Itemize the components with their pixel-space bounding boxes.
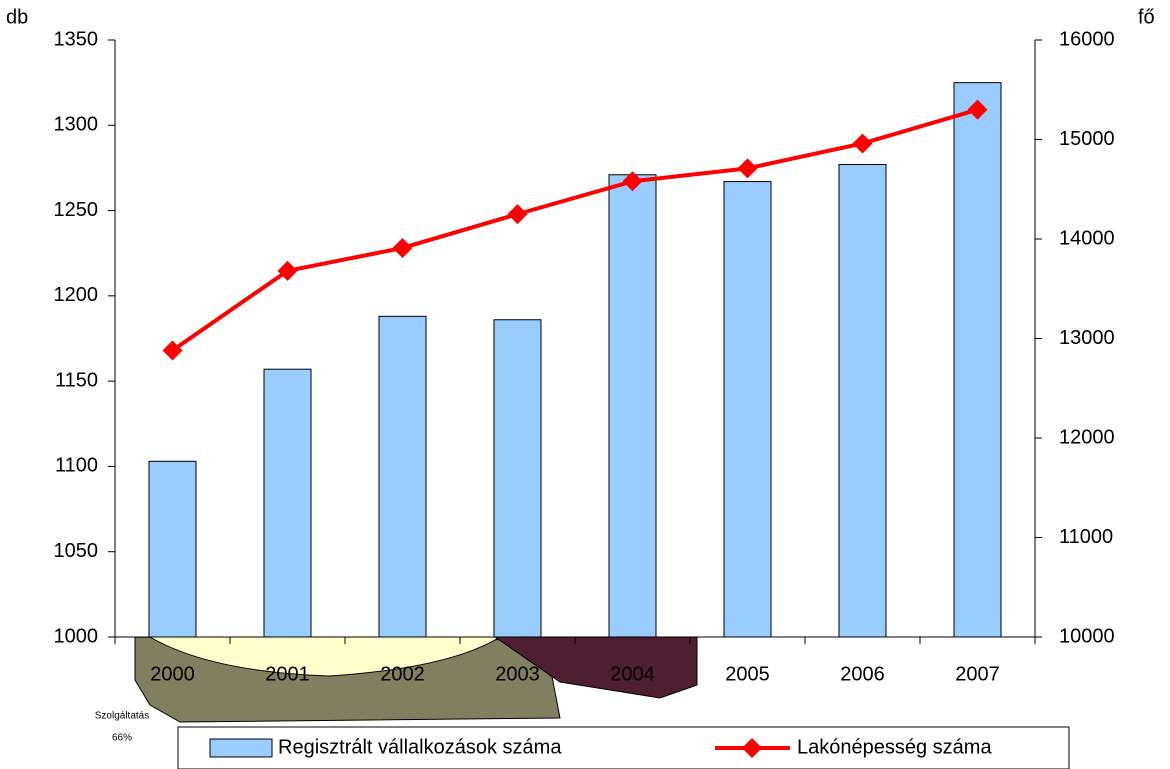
y-tick-label: 1100 [55,455,98,477]
line-marker [392,237,413,258]
bar [838,164,887,638]
legend-label: Regisztrált vállalkozások száma [278,736,562,758]
y-tick-label: 1300 [54,114,99,136]
bar [378,315,427,638]
y2-tick-label: 11000 [1059,526,1113,548]
y2-tick-label: 13000 [1059,327,1115,349]
y2-tick-label: 15000 [1059,128,1115,150]
line-marker [277,260,298,281]
annotation: Szolgáltatás [95,711,149,722]
bar [953,82,1002,638]
legend-swatch [209,738,273,758]
pie-fragment [148,636,502,677]
line-marker [852,133,873,154]
x-tick-label: 2007 [955,663,1000,685]
y-tick-label: 1000 [54,625,99,647]
y2-tick-label: 12000 [1059,426,1115,448]
x-tick-label: 2005 [725,663,770,685]
y-tick-label: 1200 [54,284,99,306]
y2-tick-label: 14000 [1059,227,1115,249]
x-tick-label: 2002 [380,663,425,685]
x-tick-label: 2001 [265,663,310,685]
y-tick-label: 1350 [54,28,99,50]
y2-tick-label: 10000 [1059,625,1115,647]
y2-tick-label: 16000 [1059,28,1115,50]
line-marker [967,99,988,120]
annotation: 66% [112,733,132,744]
line-marker [507,204,528,225]
bar [148,460,197,638]
bar [493,319,542,638]
x-tick-label: 2004 [610,663,655,685]
line [171,107,979,353]
y-tick-label: 1050 [54,540,99,562]
x-tick-label: 2006 [840,663,885,685]
line-marker [162,340,183,361]
y-tick-label: 1150 [55,369,98,391]
legend-label: Lakónépesség száma [797,736,992,758]
x-tick-label: 2003 [495,663,540,685]
legend-box [177,726,1070,769]
line-marker [622,171,643,192]
y-axis-label: db [6,6,28,28]
bar [608,174,657,638]
x-tick-label: 2000 [150,663,195,685]
bar [263,368,312,638]
bar [723,181,772,638]
line-marker [737,158,758,179]
legend-swatch [742,738,762,758]
y-tick-label: 1250 [54,199,99,221]
y2-axis-label: fő [1138,6,1155,28]
